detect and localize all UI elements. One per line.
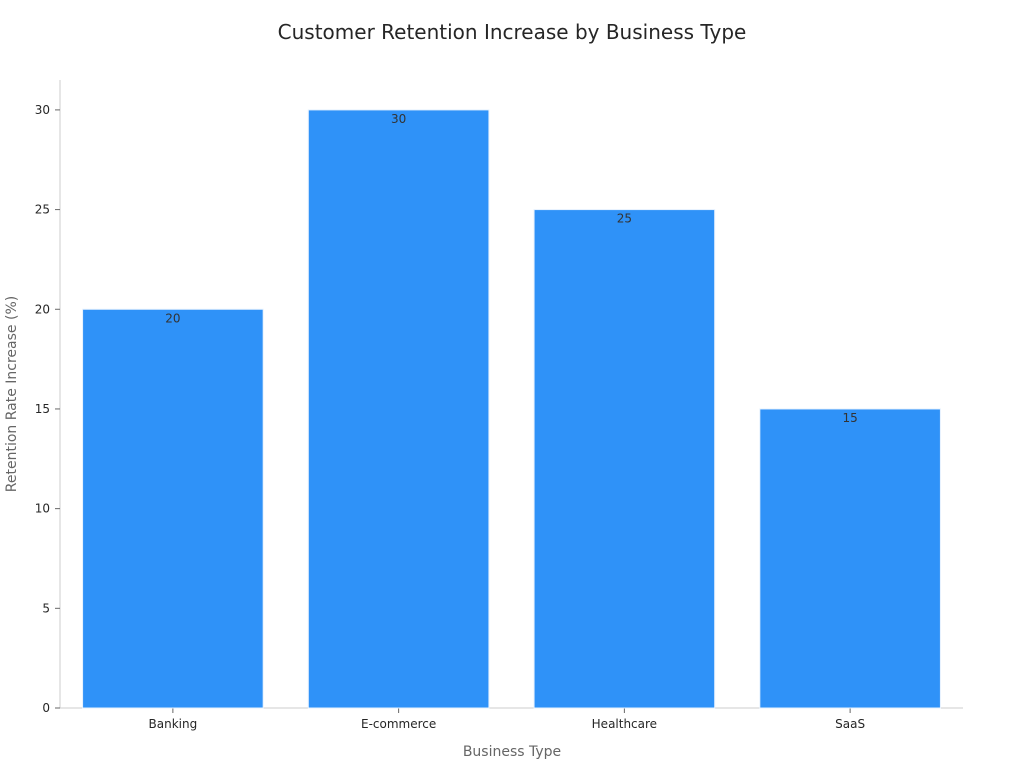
y-axis-label: Retention Rate Increase (%) bbox=[4, 296, 20, 492]
y-tick-label: 25 bbox=[35, 203, 50, 217]
data-label: 20 bbox=[165, 311, 180, 325]
x-tick-label: Banking bbox=[149, 717, 198, 731]
bar-saas bbox=[759, 408, 941, 709]
bar-banking bbox=[82, 308, 264, 709]
y-tick-label: 5 bbox=[42, 601, 50, 615]
bar-healthcare bbox=[533, 209, 716, 709]
data-label: 15 bbox=[842, 411, 857, 425]
labels: 0 5 10 15 20 25 30 Banking 20 E-commerce 30 Healthc… bbox=[35, 103, 865, 731]
y-tick-label: 20 bbox=[35, 302, 50, 316]
bars bbox=[82, 109, 941, 709]
y-tick-label: 10 bbox=[35, 502, 50, 516]
x-axis-label: Business Type bbox=[463, 744, 561, 760]
y-tick-label: 0 bbox=[42, 701, 50, 715]
data-label: 25 bbox=[617, 212, 632, 226]
x-tick-label: Healthcare bbox=[592, 717, 657, 731]
y-tick-label: 30 bbox=[35, 103, 50, 117]
x-tick-label: SaaS bbox=[835, 717, 865, 731]
x-tick-label: E-commerce bbox=[361, 717, 436, 731]
y-tick-label: 15 bbox=[35, 402, 50, 416]
bar-e-commerce bbox=[307, 109, 490, 709]
data-label: 30 bbox=[391, 112, 406, 126]
chart-title: Customer Retention Increase by Business … bbox=[277, 20, 747, 44]
